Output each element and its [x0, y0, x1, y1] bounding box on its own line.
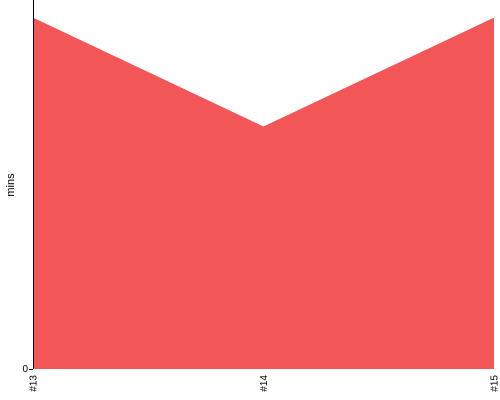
- y-ticks: 0: [22, 364, 33, 375]
- y-tick-label: 0: [22, 364, 28, 375]
- x-tick-label: #14: [259, 375, 270, 392]
- area-layer: [33, 17, 494, 369]
- y-axis-label: mins: [5, 173, 17, 197]
- x-tick-label: #15: [490, 375, 500, 392]
- area-series-0: [33, 17, 494, 369]
- x-ticks: #13 #14 #15: [29, 375, 500, 392]
- x-tick-label: #13: [29, 375, 40, 392]
